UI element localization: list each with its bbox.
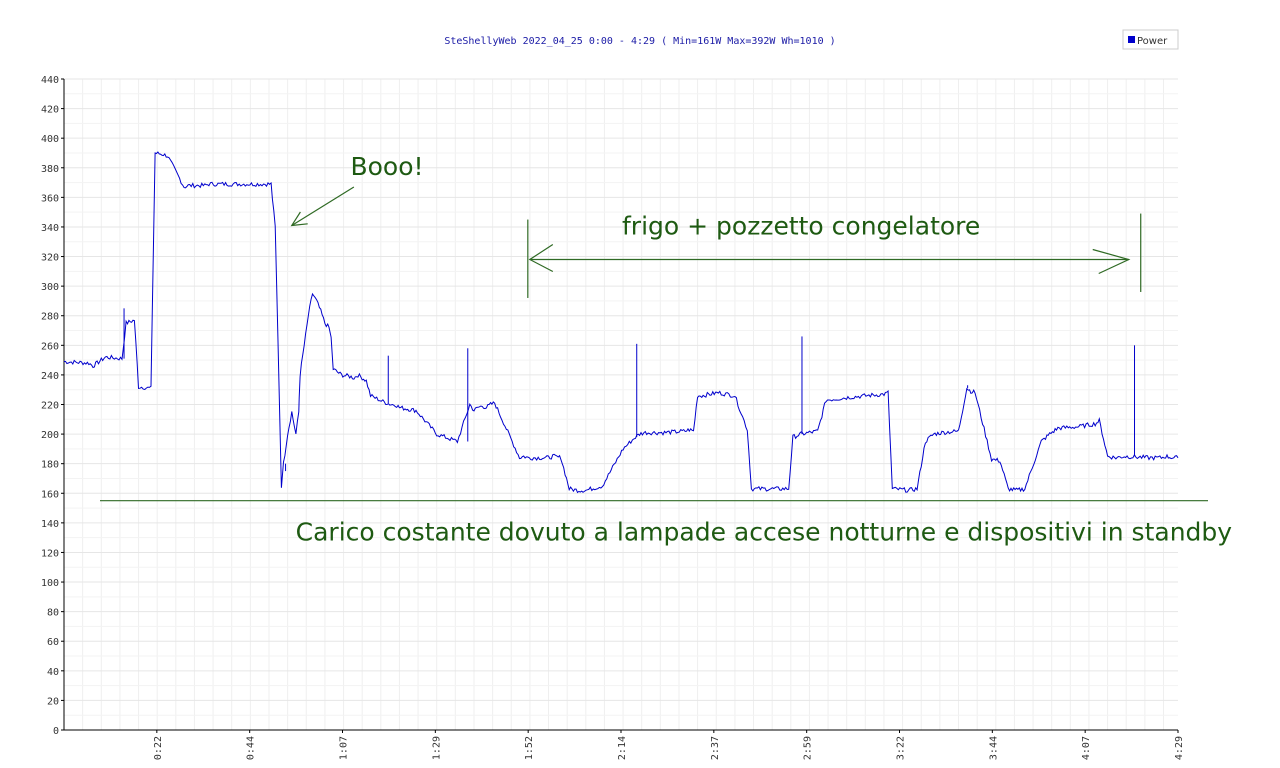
y-tick-label: 260 [41, 341, 59, 352]
y-tick-label: 380 [41, 164, 59, 175]
legend: Power [1122, 29, 1179, 50]
x-tick-label: 4:29 [1174, 736, 1185, 760]
span-arrow-head-right [1092, 248, 1131, 275]
y-tick-label: 400 [41, 134, 59, 145]
plot-area: 0 20 40 60 80 100 120 140 160 180 200 220 240 260 280 3… [41, 75, 1232, 760]
y-tick-label: 200 [41, 430, 59, 441]
x-tick-label: 2:37 [710, 736, 721, 760]
booo-arrow-line [291, 186, 355, 226]
x-tick-label: 2:14 [617, 736, 628, 760]
series-line-power [63, 151, 1179, 494]
y-tick-label: 120 [41, 548, 59, 559]
y-tick-label: 20 [47, 696, 59, 707]
y-tick-label: 160 [41, 489, 59, 500]
x-tick-label: 0:44 [246, 736, 257, 760]
legend-box [1122, 29, 1179, 50]
y-tick-label: 360 [41, 193, 59, 204]
y-tick-label: 80 [47, 608, 59, 619]
y-tick-label: 100 [41, 578, 59, 589]
y-tick-label: 140 [41, 519, 59, 530]
y-tick-label: 420 [41, 105, 59, 116]
y-tick-label: 60 [47, 637, 59, 648]
y-tick-label: 40 [47, 667, 59, 678]
span-arrow-head-left [528, 244, 554, 273]
annotation-label-1: Booo! [350, 152, 423, 181]
y-tick-label: 320 [41, 253, 59, 264]
y-tick-label: 340 [41, 223, 59, 234]
legend-label: Power [1137, 36, 1168, 47]
y-tick-label: 440 [41, 75, 59, 86]
y-tick-label: 220 [41, 401, 59, 412]
y-tick-label: 280 [41, 312, 59, 323]
x-tick-label: 3:22 [896, 736, 907, 760]
x-tick-label: 1:07 [339, 736, 350, 760]
annotation-label-3: Carico costante dovuto a lampade accese … [296, 518, 1233, 547]
y-tick-label: 300 [41, 282, 59, 293]
x-tick-label: 1:29 [431, 736, 442, 760]
x-tick-label: 0:22 [153, 736, 164, 760]
y-tick-label: 240 [41, 371, 59, 382]
x-tick-label: 4:07 [1081, 736, 1092, 760]
x-tick-label: 2:59 [803, 736, 814, 760]
booo-arrow-head [290, 211, 308, 227]
annotation-label-2: frigo + pozzetto congelatore [622, 211, 980, 240]
x-tick-label: 3:44 [988, 736, 999, 760]
y-tick-label: 180 [41, 460, 59, 471]
y-tick-label: 0 [53, 726, 59, 737]
chart-title: SteShellyWeb 2022_04_25 0:00 - 4:29 ( Mi… [444, 36, 835, 47]
legend-swatch [1128, 36, 1135, 43]
x-tick-label: 1:52 [524, 736, 535, 760]
